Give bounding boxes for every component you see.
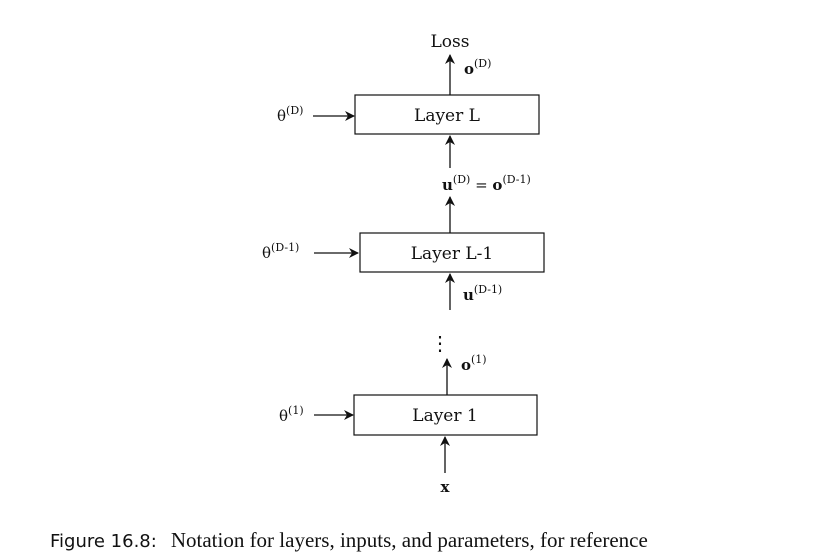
loss-label: Loss: [431, 32, 470, 52]
layer-l1-box: [359, 232, 545, 273]
layer-l-box: [354, 94, 540, 135]
layer-l-label: Layer L: [414, 106, 480, 126]
output-label-bottom: o(1): [461, 353, 487, 374]
caption-label: Figure 16.8:: [50, 531, 157, 552]
input-label-x: x: [441, 478, 451, 496]
output-label-top: o(D): [464, 57, 491, 78]
param-label-middle: θ(D-1): [262, 241, 299, 262]
param-label-top: θ(D): [277, 104, 303, 125]
figure-caption: Figure 16.8: Notation for layers, inputs,…: [50, 528, 820, 553]
input-eq-label-top: u(D) = o(D-1): [442, 173, 531, 194]
param-label-bottom: θ(1): [279, 404, 304, 425]
layer-l1-label: Layer L-1: [411, 244, 493, 264]
layer-1-box: [353, 394, 538, 436]
layer-diagram: Loss o(D) Layer L θ(D) u(D) = o(D-1) Lay…: [262, 32, 545, 496]
ellipsis: ⋮: [430, 331, 450, 355]
input-label-middle: u(D-1): [463, 283, 502, 304]
caption-text: Notation for layers, inputs, and paramet…: [170, 528, 648, 552]
layer-1-label: Layer 1: [412, 406, 477, 426]
